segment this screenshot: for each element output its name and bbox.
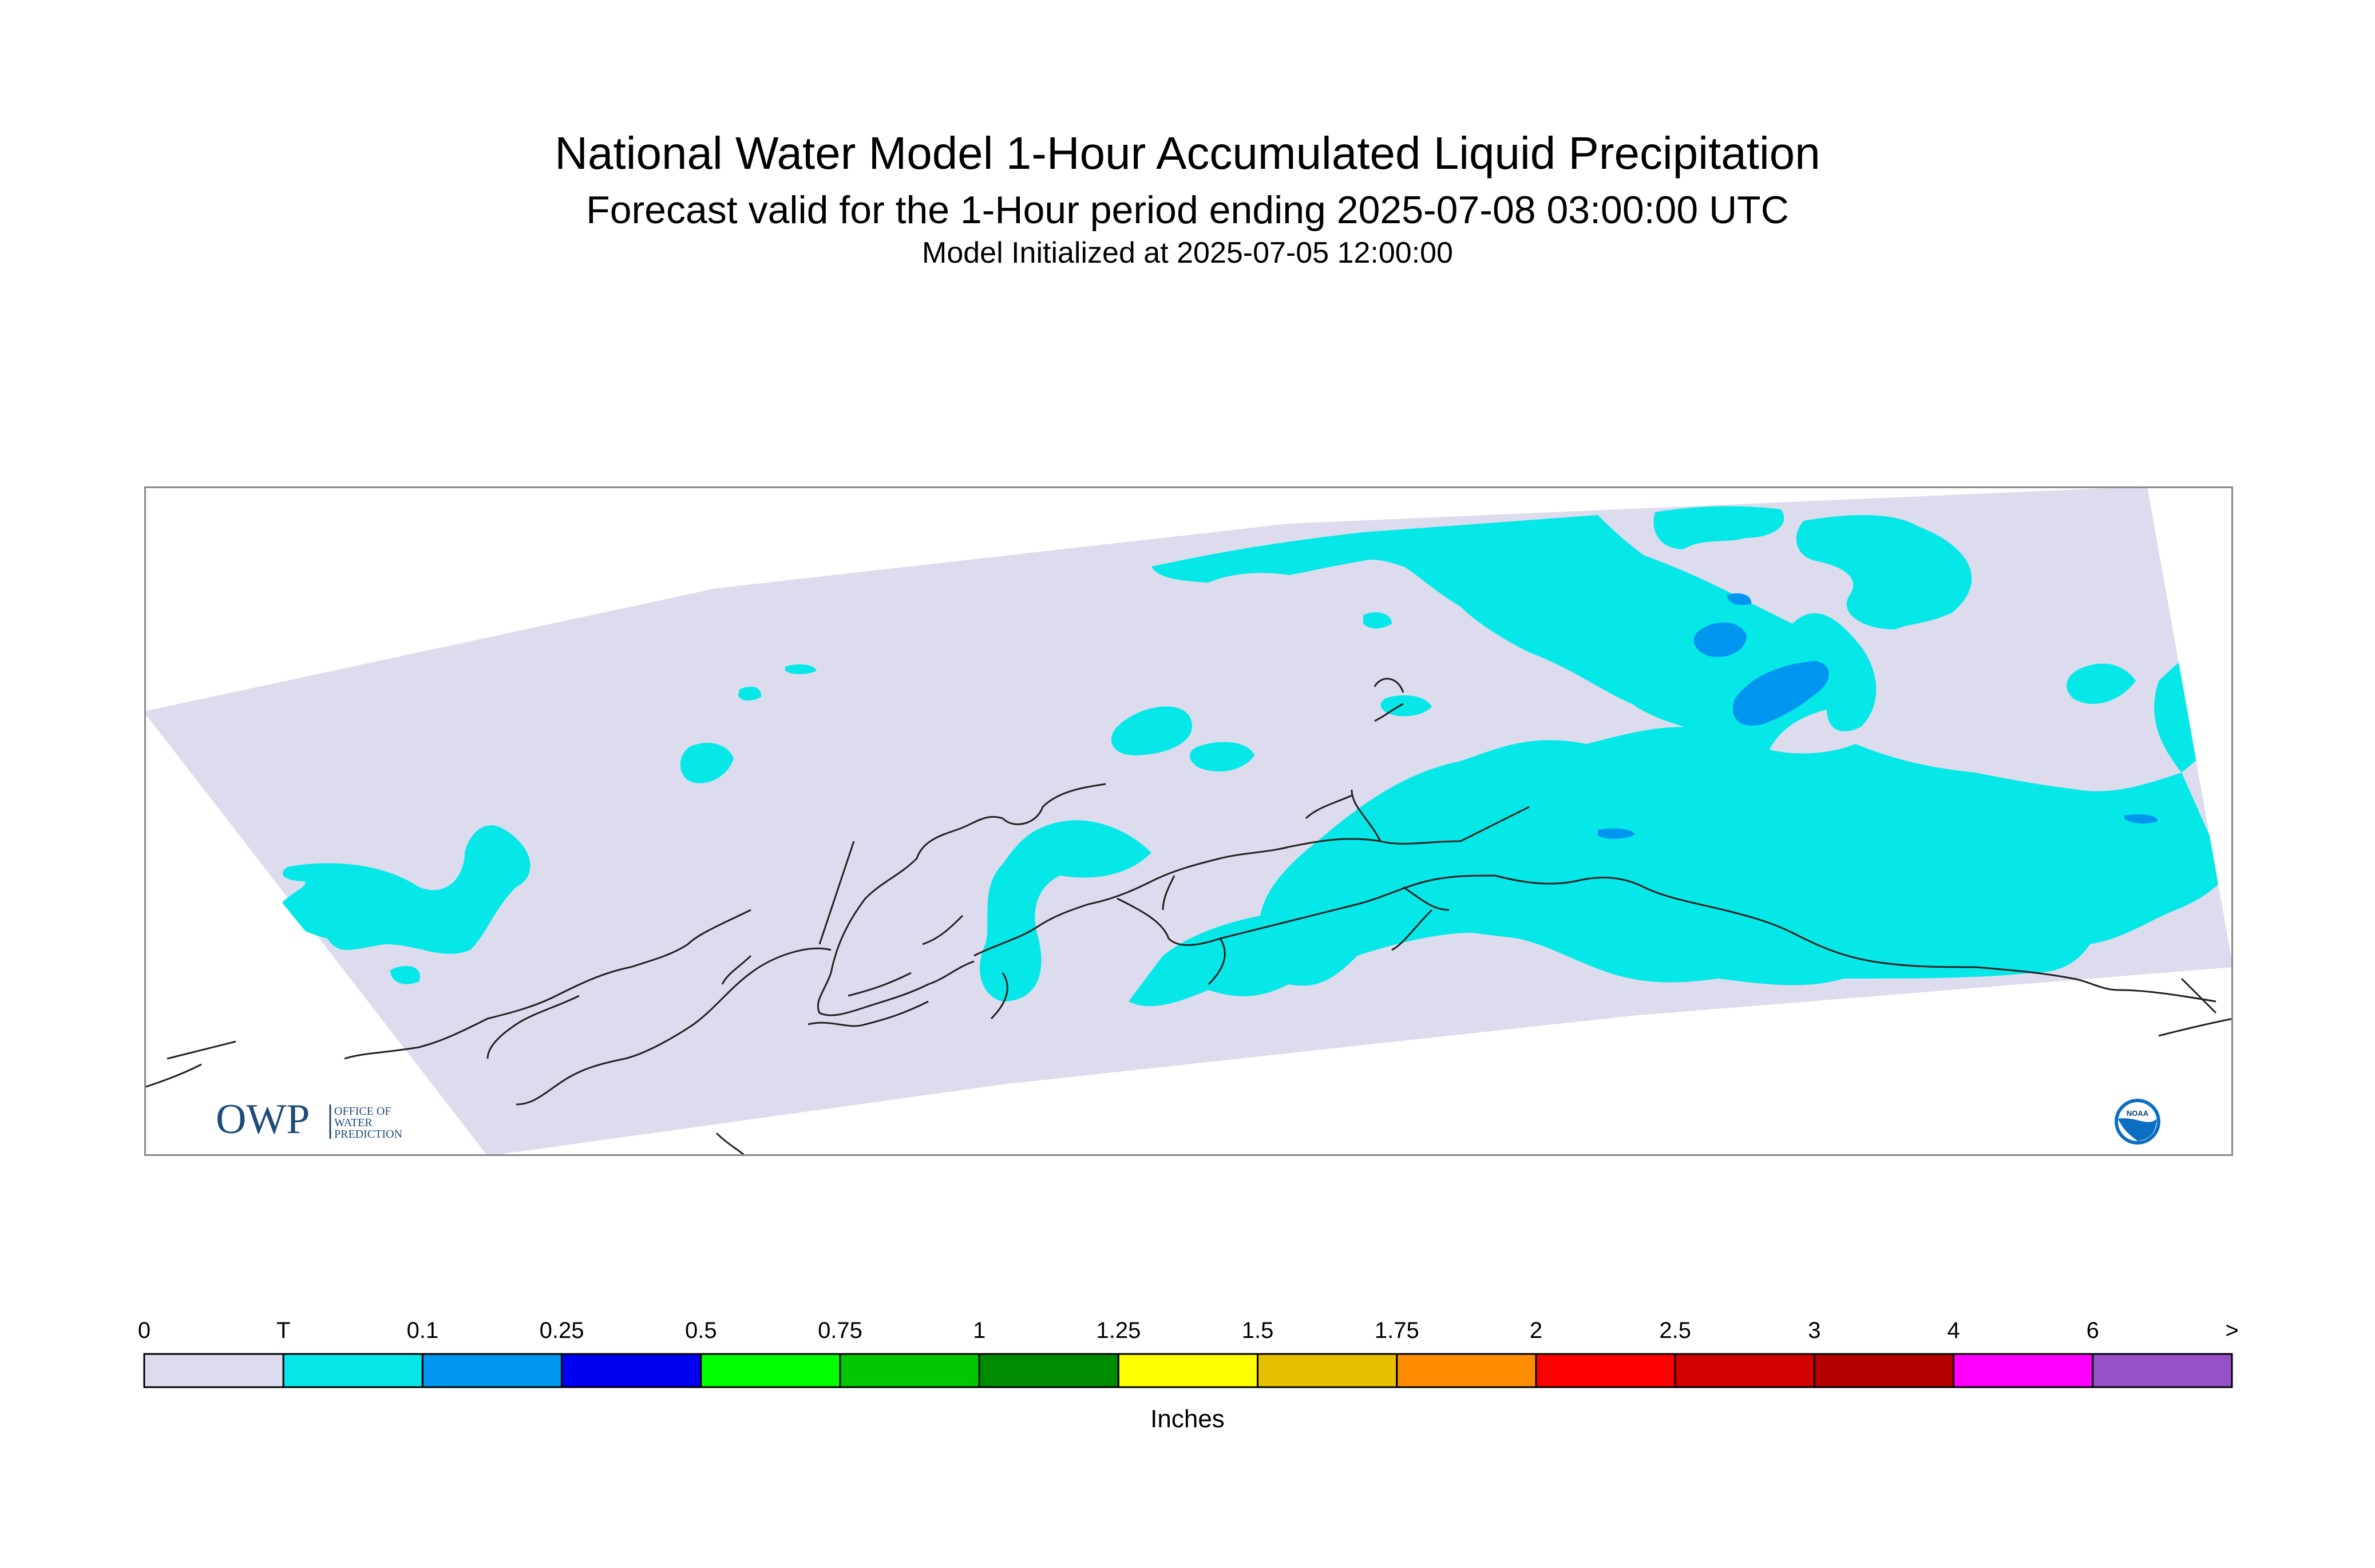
- owp-logo-line2: WATER: [334, 1116, 373, 1129]
- owp-logo: OWP OFFICE OF WATER PREDICTION: [216, 1096, 402, 1143]
- colorbar-boxes: [143, 1353, 2233, 1388]
- colorbar-tick-label: 0.25: [540, 1318, 584, 1343]
- precipitation-map: OWP OFFICE OF WATER PREDICTION NOAA: [144, 486, 2233, 1156]
- colorbar-tick-label: 0.1: [407, 1318, 439, 1343]
- colorbar-tick-label: 2: [1530, 1318, 1542, 1343]
- colorbar-box: [1117, 1353, 1259, 1388]
- colorbar-box: [1674, 1353, 1815, 1388]
- colorbar-ticks: 0 T 0.1 0.25 0.5 0.75 1 1.25 1.5 1.75 2 2.5 3 4 6 >: [138, 1318, 2239, 1343]
- colorbar-tick-label: 0: [138, 1318, 151, 1343]
- colorbar-units-label: Inches: [1150, 1405, 1225, 1433]
- colorbar-tick-label: 2.5: [1659, 1318, 1691, 1343]
- colorbar-tick-label: 1: [973, 1318, 985, 1343]
- colorbar-tick-label: 6: [2087, 1318, 2099, 1343]
- colorbar-box: [1535, 1353, 1676, 1388]
- colorbar-box: [282, 1353, 423, 1388]
- colorbar-tick-label: >: [2225, 1318, 2238, 1343]
- colorbar-tick-label: 1.5: [1242, 1318, 1274, 1343]
- colorbar-tick-label: 4: [1947, 1318, 1960, 1343]
- colorbar-tick-label: 1.25: [1096, 1318, 1141, 1343]
- colorbar-box: [561, 1353, 702, 1388]
- colorbar-box: [1813, 1353, 1955, 1388]
- owp-logo-text: OWP: [216, 1096, 310, 1143]
- colorbar-box: [421, 1353, 563, 1388]
- colorbar-tick-label: T: [276, 1318, 290, 1343]
- colorbar-box: [143, 1353, 284, 1388]
- colorbar-tick-label: 1.75: [1375, 1318, 1419, 1343]
- colorbar-tick-label: 0.5: [685, 1318, 717, 1343]
- map-frame: [144, 486, 2233, 1156]
- map-subtitle: Forecast valid for the 1-Hour period end…: [586, 188, 1789, 232]
- noaa-logo: NOAA: [2115, 1099, 2160, 1145]
- colorbar-box: [839, 1353, 980, 1388]
- colorbar-box: [2092, 1353, 2233, 1388]
- colorbar-box: [1257, 1353, 1398, 1388]
- map-title: National Water Model 1-Hour Accumulated …: [555, 128, 1820, 179]
- model-init-label: Model Initialized at 2025-07-05 12:00:00: [922, 236, 1453, 270]
- colorbar-tick-label: 0.75: [818, 1318, 862, 1343]
- noaa-logo-text: NOAA: [2127, 1109, 2149, 1118]
- owp-logo-line1: OFFICE OF: [334, 1105, 391, 1118]
- colorbar-box: [1396, 1353, 1537, 1388]
- owp-logo-line3: PREDICTION: [334, 1128, 402, 1141]
- light-precip-areas: [1598, 593, 2158, 839]
- colorbar-box: [978, 1353, 1119, 1388]
- colorbar-box: [1953, 1353, 2094, 1388]
- colorbar-box: [700, 1353, 841, 1388]
- colorbar: 0 T 0.1 0.25 0.5 0.75 1 1.25 1.5 1.75 2 2.5 3 4 6 >: [138, 1318, 2239, 1388]
- trace-precip-areas: [144, 506, 2233, 1068]
- colorbar-tick-label: 3: [1808, 1318, 1820, 1343]
